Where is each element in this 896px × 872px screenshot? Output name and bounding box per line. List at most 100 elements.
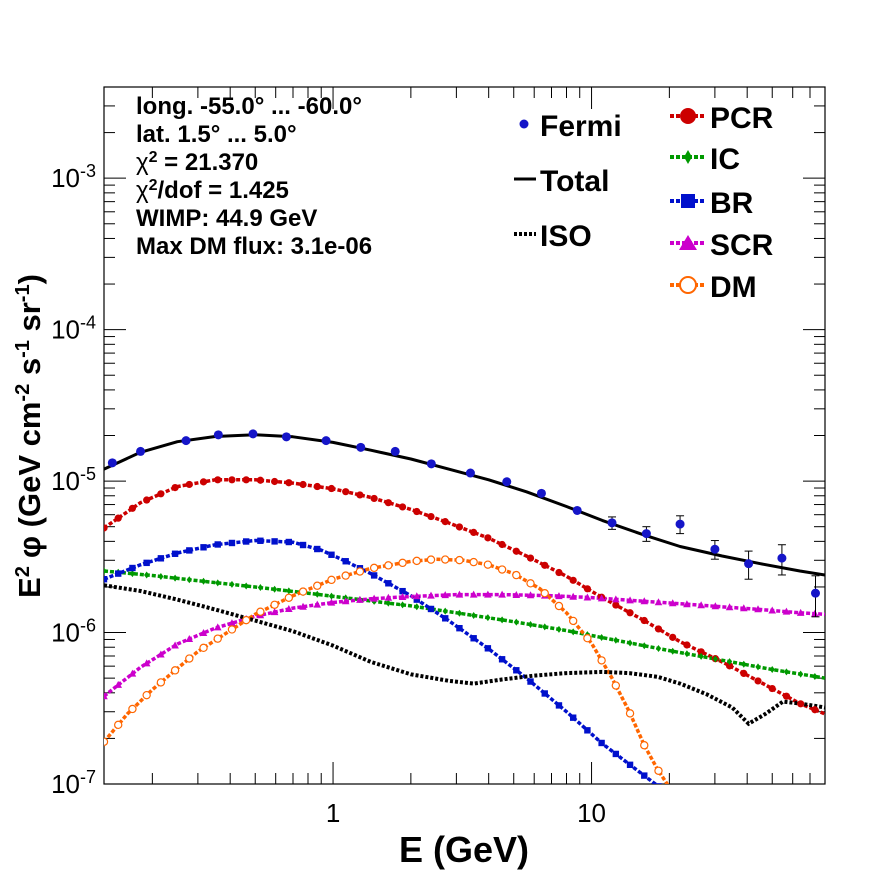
- series-ic-marker: [755, 663, 761, 671]
- series-dm-marker: [298, 587, 308, 596]
- series-ic-marker: [328, 592, 335, 600]
- series-dm-marker: [625, 709, 635, 718]
- series-ic-marker: [527, 621, 534, 629]
- series-br-marker: [257, 537, 264, 544]
- series-ic-marker: [456, 609, 463, 617]
- series-ic-marker: [684, 650, 690, 658]
- series-scr-marker: [583, 593, 592, 601]
- series-dm-marker: [341, 571, 350, 580]
- fermi-point: [777, 553, 787, 563]
- legend-ic-marker: [684, 150, 692, 164]
- series-dm-marker: [455, 555, 464, 565]
- series-dm-marker: [640, 741, 649, 750]
- series-scr-marker: [768, 606, 777, 614]
- series-pcr-marker: [612, 601, 620, 609]
- y-tick-label: 10-6: [51, 616, 96, 648]
- y-tick-label: 10-5: [51, 464, 96, 496]
- series-ic-marker: [158, 572, 164, 580]
- series-dm-marker: [540, 588, 549, 598]
- series-pcr-marker: [171, 483, 179, 492]
- series-scr-marker: [398, 592, 407, 600]
- series-br-marker: [442, 615, 449, 622]
- legend-scr-label: SCR: [710, 229, 774, 262]
- series-pcr-marker: [256, 476, 264, 484]
- series-ic-marker: [599, 633, 605, 641]
- series-scr-marker: [498, 590, 506, 598]
- series-dm-marker: [483, 560, 493, 569]
- series-scr-marker: [484, 590, 492, 598]
- series-pcr-marker: [413, 507, 421, 516]
- series-br-marker: [242, 538, 250, 545]
- series-br-marker: [541, 690, 548, 697]
- series-br-marker: [555, 702, 563, 709]
- series-ic-marker: [104, 567, 107, 575]
- series-scr-marker: [668, 599, 677, 607]
- series-pcr-marker: [384, 499, 392, 507]
- series-ic-marker: [726, 658, 733, 666]
- info-latitude: lat. 1.5° ... 5.0°: [136, 121, 297, 148]
- series-pcr-marker: [569, 576, 577, 584]
- series-pcr-marker: [683, 641, 691, 649]
- series-dm-marker: [369, 563, 379, 573]
- info-longitude: long. -55.0° ... -60.0°: [136, 93, 362, 120]
- series-scr-marker: [640, 597, 649, 605]
- fermi-point: [536, 488, 546, 498]
- series-scr-marker: [754, 605, 762, 613]
- series-dm-marker: [270, 600, 279, 609]
- series-dm-marker: [568, 616, 578, 626]
- series-br-marker: [314, 545, 321, 553]
- series-dm-marker: [554, 601, 564, 611]
- legend-pcr-marker: [680, 108, 696, 124]
- series-pcr-marker: [754, 677, 762, 685]
- series-pcr-marker: [797, 700, 805, 708]
- series-pcr-marker: [214, 476, 222, 484]
- legend-iso-label: ISO: [540, 220, 592, 253]
- series-ic-marker: [798, 670, 804, 678]
- x-tick-label: 1: [326, 798, 340, 828]
- series-scr-marker: [697, 601, 705, 609]
- series-ic-marker: [215, 579, 221, 587]
- series-pcr-marker: [526, 554, 535, 562]
- series-ic-line: [104, 569, 825, 680]
- series-ic-marker: [769, 666, 775, 674]
- series-dm-marker: [426, 555, 436, 564]
- legend-total-label: Total: [540, 165, 609, 198]
- fermi-point: [607, 518, 617, 528]
- series-scr-marker: [555, 592, 563, 600]
- series-br-marker: [641, 772, 648, 779]
- series-dm-marker: [512, 570, 521, 580]
- series-br-marker: [186, 547, 193, 554]
- series-scr-line: [104, 592, 825, 698]
- series-scr-marker: [811, 609, 819, 617]
- series-scr-marker: [782, 607, 791, 615]
- series-br-marker: [104, 576, 108, 583]
- series-br-marker: [299, 541, 307, 549]
- series-pcr-marker: [782, 692, 791, 700]
- series-scr-marker: [199, 629, 208, 637]
- series-ic-marker: [556, 625, 562, 633]
- legend-scr-marker: [679, 235, 697, 250]
- series-br-marker: [385, 580, 392, 587]
- series-scr-marker: [441, 591, 450, 599]
- series-pcr-marker: [498, 540, 506, 549]
- series-ic-marker: [414, 603, 420, 611]
- series-ic-marker: [257, 584, 263, 592]
- y-tick-label: 10-4: [51, 313, 96, 345]
- series-br-marker: [498, 656, 506, 663]
- legend-fermi-label: Fermi: [540, 110, 622, 143]
- series-br-marker: [115, 570, 122, 577]
- series-dm-marker: [284, 593, 294, 602]
- series-scr-marker: [299, 602, 307, 610]
- fermi-point: [213, 430, 223, 440]
- series-iso-line: [104, 583, 825, 727]
- fermi-point: [502, 477, 512, 487]
- series-ic-marker: [613, 636, 619, 644]
- legend-left: Fermi Total ISO: [514, 110, 622, 253]
- legend-dm-marker: [679, 276, 697, 294]
- series-scr-marker: [228, 619, 236, 627]
- series-ic-marker: [485, 614, 491, 622]
- fermi-point: [426, 459, 436, 469]
- series-scr-marker: [469, 590, 478, 598]
- series-ic-marker: [627, 639, 633, 647]
